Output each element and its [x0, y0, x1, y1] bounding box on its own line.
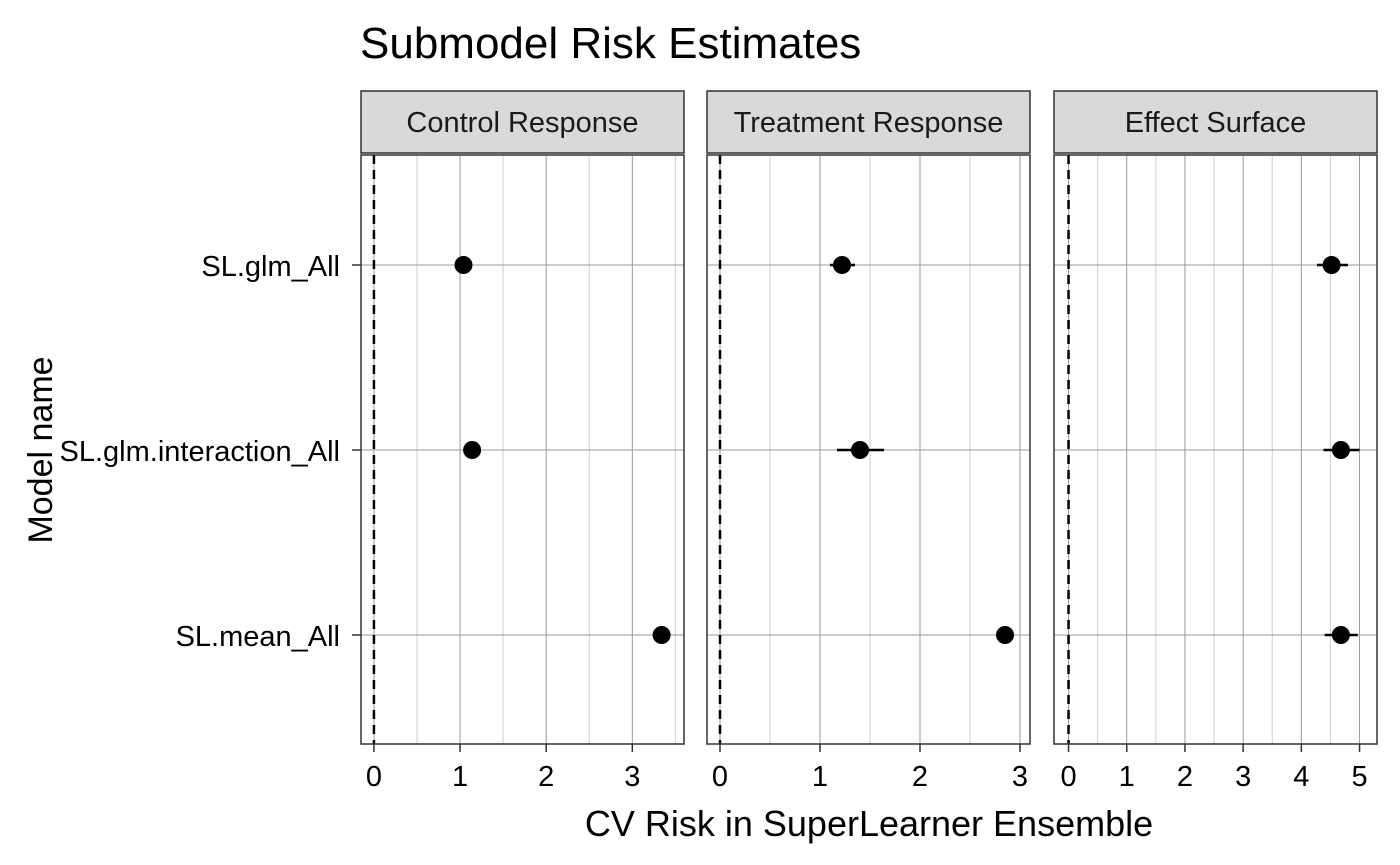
x-tick-label: 3 [624, 761, 640, 793]
facet-strip-label: Control Response [406, 107, 638, 139]
x-tick-label: 2 [538, 761, 554, 793]
facet-panel: Treatment Response 0 1 2 3 [706, 90, 1031, 793]
facet-strip [706, 90, 1031, 154]
facet-panel: Control Response 0 1 2 3 [360, 90, 685, 793]
x-tick-label: 0 [366, 761, 382, 793]
facet-strip [360, 90, 685, 154]
facet-strip-label: Treatment Response [734, 107, 1004, 139]
x-tick-label: 4 [1293, 761, 1309, 793]
x-tick-label: 0 [1060, 761, 1076, 793]
x-tick-label: 0 [712, 761, 728, 793]
y-tick-label: SL.mean_All [176, 621, 340, 653]
data-point [463, 441, 482, 459]
data-point [454, 256, 473, 274]
panel-border [360, 154, 685, 745]
y-tick-label: SL.glm.interaction_All [60, 436, 340, 468]
data-point [1331, 441, 1350, 459]
x-tick-label: 1 [812, 761, 828, 793]
x-axis-label: CV Risk in SuperLearner Ensemble [585, 803, 1153, 844]
data-point [652, 626, 671, 644]
data-point [833, 256, 851, 274]
y-tick-label: SL.glm_All [201, 251, 340, 283]
facet-strip-label: Effect Surface [1125, 107, 1307, 139]
x-tick-label: 3 [1235, 761, 1251, 793]
data-point [851, 441, 869, 459]
panel-border [706, 154, 1031, 745]
data-point [1322, 256, 1341, 274]
panels: SL.glm_All SL.glm.interaction_All SL.mean_… [60, 90, 1378, 793]
x-tick-label: 1 [1119, 761, 1135, 793]
panel-border [1053, 154, 1378, 745]
x-tick-label: 5 [1351, 761, 1367, 793]
data-point [1331, 626, 1350, 644]
facet-panel: Effect Surface 0 1 2 3 4 5 [1053, 90, 1378, 793]
x-tick-label: 1 [452, 761, 468, 793]
x-tick-label: 2 [1177, 761, 1193, 793]
data-point [996, 626, 1014, 644]
x-tick-label: 2 [912, 761, 928, 793]
chart-title: Submodel Risk Estimates [360, 19, 861, 68]
x-tick-label: 3 [1012, 761, 1028, 793]
y-axis-label: Model name [22, 356, 60, 543]
facet-strip [1053, 90, 1378, 154]
